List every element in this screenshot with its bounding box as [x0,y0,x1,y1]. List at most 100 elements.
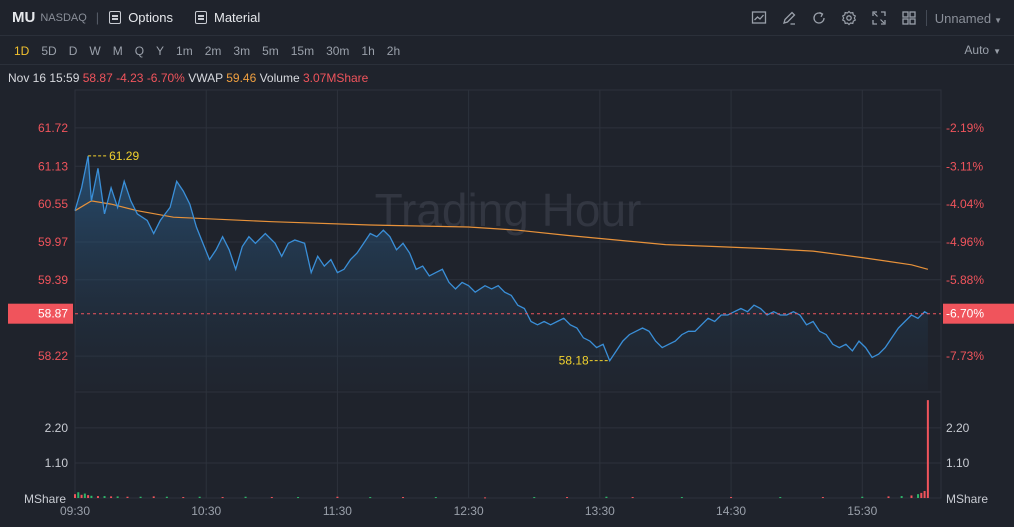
fullscreen-icon [872,11,886,25]
chevron-down-icon: ▼ [993,47,1001,56]
chart-type-button[interactable] [744,0,774,36]
volume-bar [566,497,569,499]
volume-bar [182,497,185,499]
grid-layout-icon [902,11,916,25]
period-tab[interactable]: 1D [14,43,30,58]
pct-tick-label: -2.19% [946,121,984,135]
material-label: Material [214,10,261,25]
price-tick-label: 61.13 [38,159,68,173]
price-tick-label: 61.72 [38,121,68,135]
volume-bar [103,496,106,498]
volume-bar [402,497,405,499]
volume-bar [110,496,113,498]
volume-bar [779,497,782,499]
auto-scale-select[interactable]: Auto ▼ [964,43,1001,57]
material-icon [195,11,207,24]
quote-datetime: Nov 16 15:59 [8,71,80,85]
volume-bar [80,494,83,498]
quote-price: 58.87 [82,71,113,85]
symbol-ticker[interactable]: MU [12,9,36,26]
period-tab[interactable]: D [68,43,78,58]
settings-button[interactable] [834,0,864,36]
current-pct-label: -6.70% [946,307,984,321]
period-tab[interactable]: W [89,43,101,58]
price-tick-label: 59.97 [38,235,68,249]
volume-bar [90,495,93,498]
volume-bar [920,492,923,498]
volume-value: 3.07MShare [302,71,369,85]
intraday-chart[interactable]: Trading Hour 09:30 10:30 11:30 12:30 13:30 14… [0,88,1014,527]
period-tab[interactable]: Y [156,43,165,58]
options-button[interactable]: Options [109,10,173,25]
volume-tick-label: 2.20 [946,421,970,435]
period-tab[interactable]: 15m [290,43,315,58]
price-tick-label: 58.22 [38,349,68,363]
volume-bar [96,496,99,498]
vwap-value: 59.46 [226,71,257,85]
volume-bar [861,496,864,498]
chart-tools: Unnamed ▼ [744,0,1014,36]
period-tab[interactable]: 5D [41,43,57,58]
quote-change: -4.23 [116,71,144,85]
volume-bar [434,497,437,499]
period-tab[interactable]: 1m [176,43,193,58]
period-tab[interactable]: 1h [361,43,375,58]
period-tab[interactable]: Q [134,43,145,58]
options-label: Options [128,10,173,25]
options-icon [109,11,122,24]
refresh-button[interactable] [804,0,834,36]
price-tick-label: 60.55 [38,197,68,211]
volume-bar [923,490,926,498]
volume-bar [484,497,487,499]
volume-bar [900,496,903,498]
refresh-icon [813,11,825,24]
volume-tick-label: 2.20 [45,421,69,435]
volume-bar [74,494,76,498]
period-tab[interactable]: 2m [204,43,222,58]
tools-divider [925,10,927,26]
period-tab[interactable]: 2h [386,43,401,58]
quote-change-pct: -6.70% [146,71,185,85]
grid-layout-button[interactable] [894,0,924,36]
volume-bar [270,497,273,499]
x-tick-label: 11:30 [323,504,352,518]
quote-info-bar: Nov 16 15:59 58.87 -4.23 -6.70% VWAP 59.… [8,71,368,85]
volume-bar [126,496,129,498]
x-tick-label: 09:30 [60,504,90,518]
vwap-label: VWAP [188,71,223,85]
volume-bar [87,495,90,498]
toolbar-separator: | [95,10,100,25]
volume-bar [821,497,824,499]
low-price-label: 58.18 [559,354,589,368]
volume-bar [730,497,733,499]
volume-bar [926,400,929,498]
top-toolbar: MU NASDAQ | Options Material Unnamed ▼ [0,0,1014,36]
period-tab[interactable]: 30m [326,43,350,58]
layout-select[interactable]: Unnamed ▼ [935,11,1002,26]
vwap-line [74,200,929,270]
current-price-tag [8,303,73,324]
layout-label: Unnamed [934,10,992,26]
period-tab[interactable]: 3m [233,43,251,58]
volume-unit-label: MShare [946,492,988,506]
price-area [75,155,928,390]
volume-bar [605,496,608,498]
settings-icon [841,10,856,26]
volume-bar [221,497,224,499]
fullscreen-button[interactable] [864,0,894,36]
current-price-label: 58.87 [38,307,68,321]
period-tab[interactable]: M [112,43,123,58]
chart-type-icon [751,11,766,24]
draw-button[interactable] [774,0,804,36]
volume-bar [533,497,536,499]
period-tab[interactable]: 5m [262,43,279,58]
volume-bar [297,497,300,499]
volume-bar [152,496,155,498]
material-button[interactable]: Material [195,10,260,25]
price-tick-label: 59.39 [38,273,68,287]
volume-bar [910,495,913,498]
volume-bar [116,496,119,498]
volume-bar [887,496,890,498]
price-line [74,155,929,363]
volume-unit-label: MShare [24,492,66,506]
